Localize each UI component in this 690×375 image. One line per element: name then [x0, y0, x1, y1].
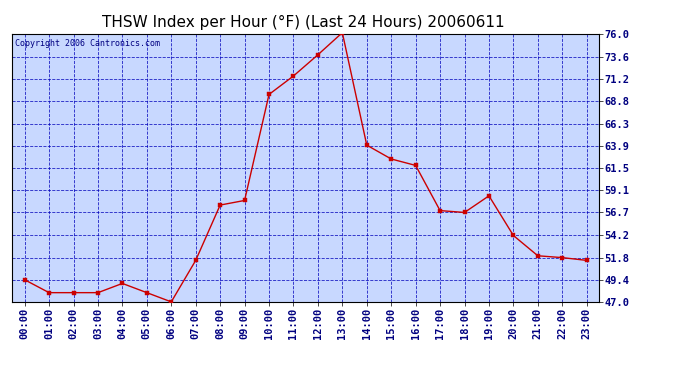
- Text: THSW Index per Hour (°F) (Last 24 Hours) 20060611: THSW Index per Hour (°F) (Last 24 Hours)…: [102, 15, 505, 30]
- Text: Copyright 2006 Cantronics.com: Copyright 2006 Cantronics.com: [15, 39, 160, 48]
